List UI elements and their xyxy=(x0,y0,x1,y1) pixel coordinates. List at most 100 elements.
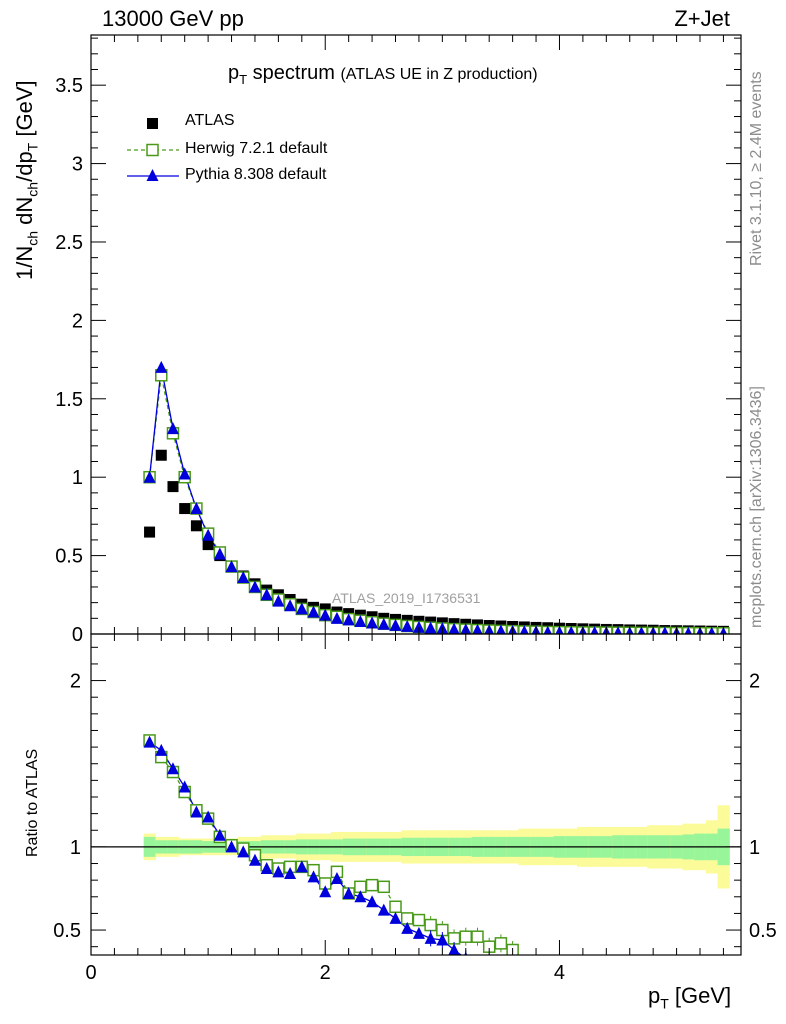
ratio-ytick-label-left: 0.5 xyxy=(53,920,81,942)
pythia-data-point xyxy=(202,528,215,541)
pythia-data-point xyxy=(295,602,308,615)
pythia-ratio-point xyxy=(412,926,425,939)
chart-title: pT spectrum (ATLAS UE in Z production) xyxy=(228,62,538,87)
atlas-data-point xyxy=(190,520,202,532)
pythia-data-point xyxy=(590,626,599,634)
atlas-data-point xyxy=(202,539,214,551)
pythia-ratio-point xyxy=(354,890,367,903)
main-plot-area xyxy=(143,360,730,634)
pythia-ratio-point xyxy=(143,735,156,748)
header-left-label: 13000 GeV pp xyxy=(102,6,244,31)
pythia-ratio-point xyxy=(448,943,460,955)
herwig-ratio-point xyxy=(412,913,426,927)
herwig-ratio-point xyxy=(471,930,484,943)
pythia-data-point xyxy=(225,560,238,573)
pythia-ratio-point xyxy=(342,886,355,899)
herwig-ratio-point xyxy=(424,918,437,932)
pythia-data-point xyxy=(567,625,576,634)
pythia-ratio-point xyxy=(319,885,332,898)
pythia-ratio-point xyxy=(295,860,308,873)
chart-subtitle: (ATLAS UE in Z production) xyxy=(340,66,538,83)
ratio-xtick-label: 4 xyxy=(554,962,565,984)
pythia-data-point xyxy=(366,616,379,629)
herwig-ratio-point xyxy=(459,930,473,943)
pythia-ratio-point xyxy=(178,780,191,793)
pythia-data-point xyxy=(190,502,203,515)
pythia-data-point xyxy=(448,622,460,634)
ratio-frame xyxy=(90,633,742,956)
main-ytick-label: 1.5 xyxy=(55,389,83,411)
main-ytick-label: 2 xyxy=(72,310,83,332)
pythia-data-point xyxy=(519,625,529,634)
atlas-data-point xyxy=(144,526,156,538)
ratio-xtick-label: 0 xyxy=(85,962,96,984)
main-ytick-label: 1 xyxy=(72,467,83,489)
herwig-ratio-point xyxy=(494,937,508,950)
ratio-ytick-label-left: 2 xyxy=(70,671,81,693)
pythia-data-point xyxy=(178,467,191,480)
ratio-ytick-label-right: 2 xyxy=(749,671,760,693)
atlas-data-point xyxy=(155,449,167,461)
pythia-ratio-point xyxy=(366,895,379,908)
pythia-ratio-point xyxy=(202,810,215,823)
main-ytick-label: 3 xyxy=(72,154,83,176)
pythia-data-point xyxy=(248,580,261,593)
pythia-data-point xyxy=(424,621,437,634)
pythia-data-point xyxy=(307,605,320,618)
pythia-ratio-point xyxy=(190,805,203,818)
pythia-ratio-point xyxy=(166,762,179,775)
pythia-data-point xyxy=(143,470,156,483)
main-frame xyxy=(90,34,742,635)
pythia-ratio-point xyxy=(389,911,402,924)
pythia-ratio-point xyxy=(377,903,390,916)
pythia-ratio-point xyxy=(307,870,320,883)
pythia-data-point xyxy=(496,624,506,634)
pythia-ratio-point xyxy=(225,840,238,853)
pythia-ratio-point xyxy=(260,862,273,875)
pythia-data-point xyxy=(166,422,179,435)
atlas-data-point xyxy=(179,503,191,515)
pythia-data-point xyxy=(661,626,669,634)
pythia-ratio-point xyxy=(155,743,168,756)
main-ytick-label: 2.5 xyxy=(55,232,83,254)
ratio-xtick-label: 2 xyxy=(320,962,331,984)
herwig-ratio-point xyxy=(377,880,391,894)
legend-marker-herwig xyxy=(127,143,179,157)
pythia-main-line xyxy=(148,367,724,634)
x-axis-label: pT [GeV] xyxy=(648,983,732,1012)
pythia-data-point xyxy=(342,613,355,626)
legend: ATLAS Herwig 7.2.1 default Pythia 8.308 … xyxy=(125,112,385,192)
ratio-ytick-label-left: 1 xyxy=(70,837,81,859)
pythia-ratio-point xyxy=(330,871,343,884)
main-ytick-label: 3.5 xyxy=(55,75,83,97)
pythia-data-point xyxy=(708,626,716,634)
herwig-main-line xyxy=(148,375,724,634)
legend-label-atlas: ATLAS xyxy=(185,112,235,129)
pythia-ratio-point xyxy=(401,921,414,934)
header-right-label: Z+Jet xyxy=(674,6,730,31)
main-ytick-label: 0 xyxy=(72,624,83,646)
legend-marker-pythia xyxy=(127,169,179,181)
pythia-data-point xyxy=(389,618,402,631)
legend-label-herwig: Herwig 7.2.1 default xyxy=(185,140,328,157)
pythia-data-point xyxy=(543,625,552,634)
pythia-data-point xyxy=(412,620,425,633)
legend-marker-atlas xyxy=(147,118,158,129)
pythia-data-point xyxy=(213,547,226,560)
atlas-data-point xyxy=(167,481,179,493)
pythia-data-point xyxy=(684,626,692,634)
pythia-data-point xyxy=(319,608,332,621)
pythia-ratio-point xyxy=(272,865,285,878)
pythia-data-point xyxy=(237,571,250,584)
pythia-data-point xyxy=(401,619,414,632)
herwig-ratio-point xyxy=(389,900,402,914)
pythia-ratio-point xyxy=(284,867,297,880)
legend-label-pythia: Pythia 8.308 default xyxy=(185,166,327,183)
pythia-data-point xyxy=(155,360,168,373)
pythia-ratio-point xyxy=(436,933,449,946)
analysis-watermark: ATLAS_2019_I1736531 xyxy=(332,590,481,606)
main-ytick-label: 0.5 xyxy=(55,546,83,568)
pythia-ratio-point xyxy=(213,828,226,841)
pythia-ratio-point xyxy=(424,931,437,944)
